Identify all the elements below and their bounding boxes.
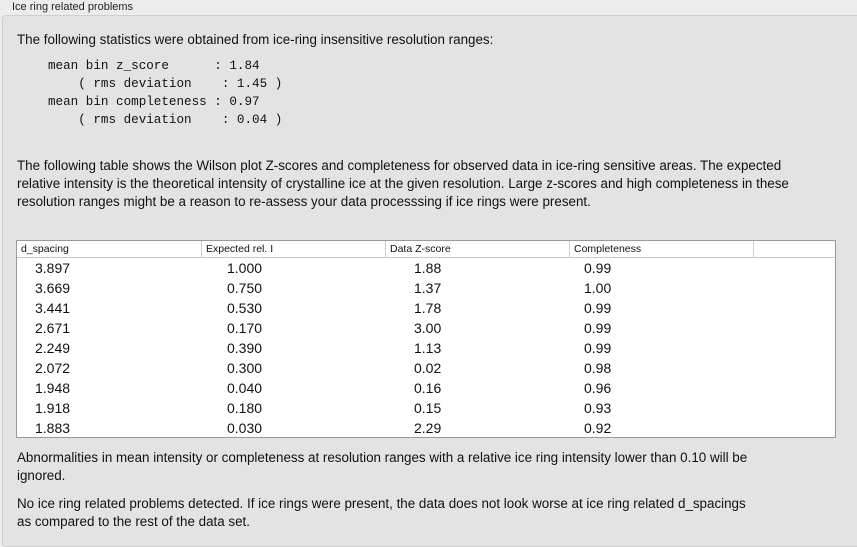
table-cell: 2.29 xyxy=(414,420,442,436)
stats-block: mean bin z_score : 1.84 ( rms deviation … xyxy=(48,59,283,127)
table-cell: 0.030 xyxy=(227,420,263,436)
table-row[interactable]: 3.897 1.000 1.88 0.99 xyxy=(17,258,835,278)
intro-text: The following statistics were obtained f… xyxy=(17,32,494,47)
table-row[interactable]: 2.671 0.170 3.00 0.99 xyxy=(17,318,835,338)
table-row[interactable]: 2.072 0.300 0.02 0.98 xyxy=(17,358,835,378)
table-cell: 0.92 xyxy=(584,420,612,436)
table-cell: 0.99 xyxy=(584,340,612,356)
table-cell: 3.669 xyxy=(35,280,71,296)
table-cell: 3.897 xyxy=(35,260,71,276)
table-cell: 1.37 xyxy=(414,280,442,296)
table-row[interactable]: 1.918 0.180 0.15 0.93 xyxy=(17,398,835,418)
note-result: No ice ring related problems detected. I… xyxy=(17,496,746,529)
table-cell: 0.96 xyxy=(584,380,612,396)
table-cell: 1.88 xyxy=(414,260,442,276)
table-cell: 0.02 xyxy=(414,360,442,376)
table-cell: 0.99 xyxy=(584,300,612,316)
table-intro-text: The following table shows the Wilson plo… xyxy=(17,158,789,209)
table-cell: 1.00 xyxy=(584,280,612,296)
table-cell: 0.530 xyxy=(227,300,263,316)
table-cell: 0.16 xyxy=(414,380,442,396)
column-header-d-spacing[interactable]: d_spacing xyxy=(17,241,202,257)
table-cell: 2.072 xyxy=(35,360,71,376)
table-row[interactable]: 3.669 0.750 1.37 1.00 xyxy=(17,278,835,298)
table-cell: 0.040 xyxy=(227,380,263,396)
table-cell: 1.948 xyxy=(35,380,71,396)
table-cell: 0.98 xyxy=(584,360,612,376)
table-cell: 3.441 xyxy=(35,300,71,316)
table-cell: 2.249 xyxy=(35,340,71,356)
table-cell: 0.390 xyxy=(227,340,263,356)
column-header-data-z-score[interactable]: Data Z-score xyxy=(386,241,570,257)
table-row[interactable]: 3.441 0.530 1.78 0.99 xyxy=(17,298,835,318)
table-cell: 0.15 xyxy=(414,400,442,416)
table-cell: 1.000 xyxy=(227,260,263,276)
table-cell: 0.93 xyxy=(584,400,612,416)
table-row[interactable]: 2.249 0.390 1.13 0.99 xyxy=(17,338,835,358)
table-cell: 0.180 xyxy=(227,400,263,416)
table-cell: 0.99 xyxy=(584,320,612,336)
table-cell: 0.750 xyxy=(227,280,263,296)
table-cell: 1.78 xyxy=(414,300,442,316)
table-cell: 2.671 xyxy=(35,320,71,336)
table-cell: 1.883 xyxy=(35,420,71,436)
table-row[interactable]: 1.948 0.040 0.16 0.96 xyxy=(17,378,835,398)
table-cell: 3.00 xyxy=(414,320,442,336)
ice-ring-table[interactable]: d_spacing Expected rel. I Data Z-score C… xyxy=(16,240,836,438)
table-cell: 1.13 xyxy=(414,340,442,356)
table-cell: 1.918 xyxy=(35,400,71,416)
table-cell: 0.170 xyxy=(227,320,263,336)
table-row[interactable]: 1.883 0.030 2.29 0.92 xyxy=(17,418,835,438)
table-header: d_spacing Expected rel. I Data Z-score C… xyxy=(17,241,835,258)
column-header-expected-rel-i[interactable]: Expected rel. I xyxy=(202,241,386,257)
section-title: Ice ring related problems xyxy=(12,1,134,13)
column-header-completeness[interactable]: Completeness xyxy=(570,241,754,257)
table-cell: 0.99 xyxy=(584,260,612,276)
table-cell: 0.300 xyxy=(227,360,263,376)
note-threshold: Abnormalities in mean intensity or compl… xyxy=(17,450,748,483)
